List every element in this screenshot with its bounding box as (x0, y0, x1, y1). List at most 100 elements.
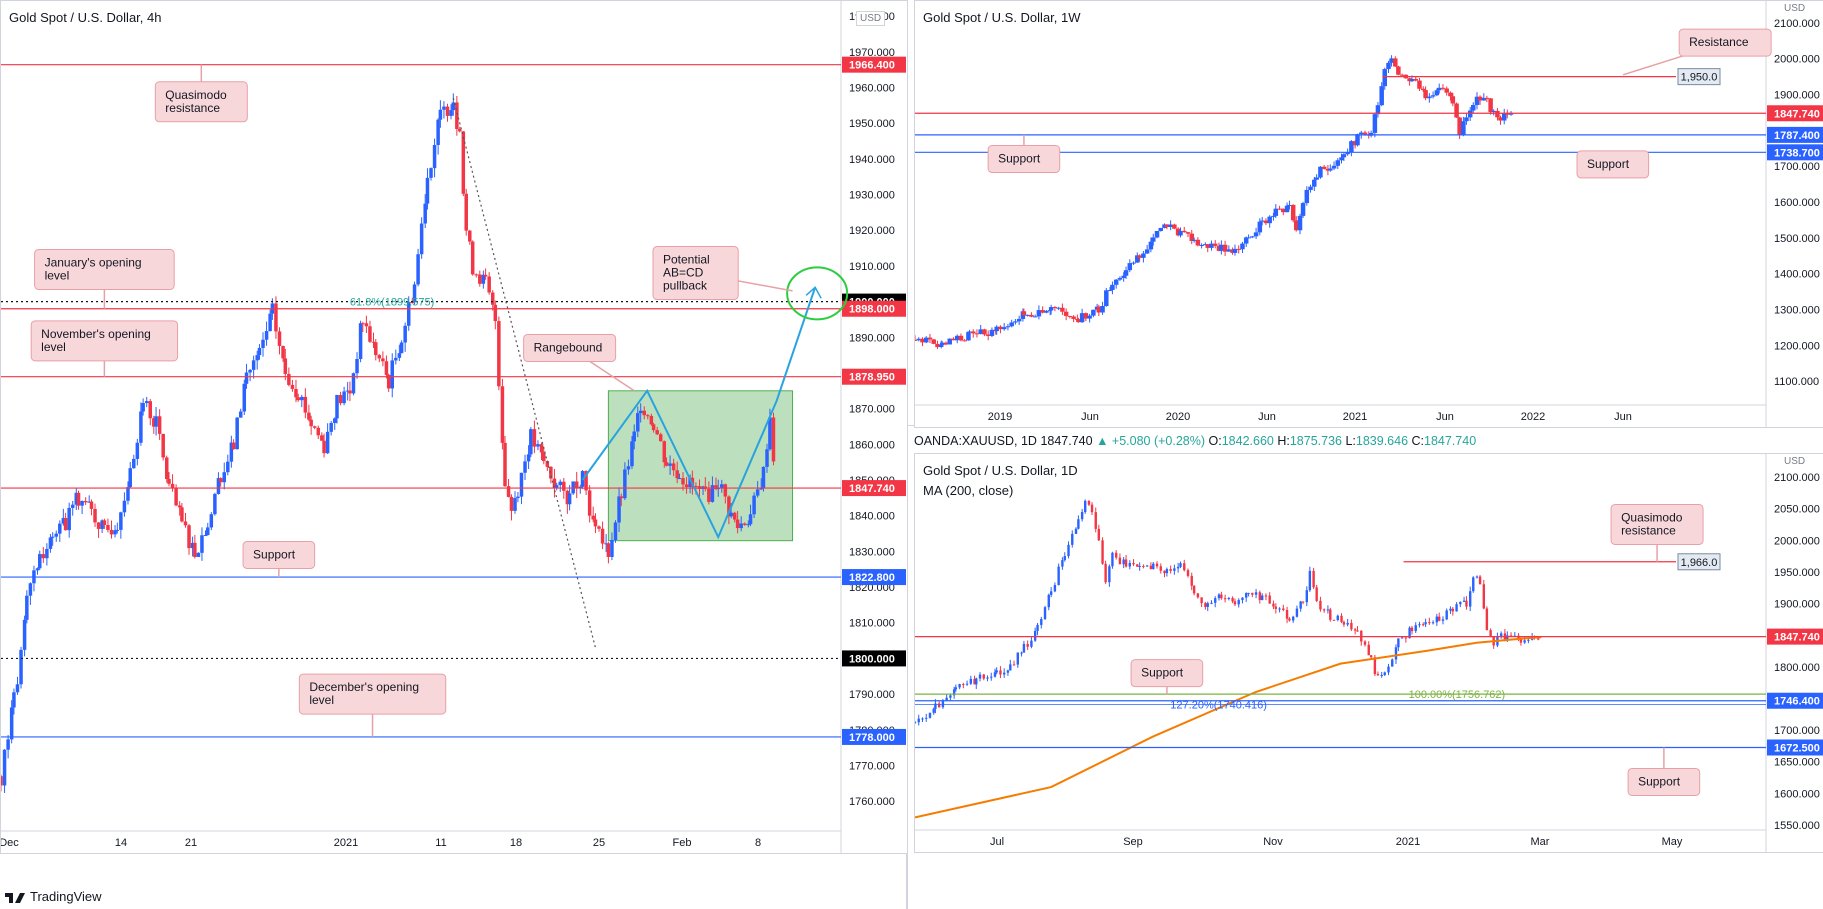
candle-body (958, 335, 964, 341)
candle-body (438, 109, 443, 120)
candle-body (962, 684, 965, 686)
y-tick-label: 1300.000 (1774, 304, 1820, 316)
candle-body (1450, 96, 1456, 104)
candle-body (985, 334, 991, 336)
candle-body (139, 411, 143, 443)
candle-body (1505, 113, 1510, 115)
level-value-label: 1847.740 (1774, 108, 1820, 120)
candle-body (470, 241, 475, 275)
chart-panel-4h[interactable]: 1980.0001970.0001960.0001950.0001940.000… (0, 0, 908, 854)
candle-body (748, 514, 753, 525)
candle-body (935, 343, 940, 348)
candle-body (180, 507, 184, 522)
candle-body (938, 344, 944, 348)
candle-body (1537, 638, 1540, 640)
candle-body (671, 463, 676, 471)
candle-body (1340, 615, 1343, 622)
callout-box (1678, 28, 1772, 57)
chart-daily-canvas[interactable]: 2100.000 2050.000 2000.000 1950.000 1900.000… (915, 454, 1823, 852)
candle-body (1264, 595, 1268, 597)
candle-body (1071, 533, 1074, 545)
callout-text: November's opening (41, 327, 151, 341)
candle-body (1227, 597, 1231, 599)
candle-body (1427, 96, 1432, 99)
chart-panel-weekly[interactable]: 2100.0002000.0001900.0001800.0001700.000… (914, 0, 1823, 428)
fib-label: 127.20%(1740.416) (1170, 700, 1267, 712)
callout-text: Support (998, 152, 1041, 166)
candle-body (1251, 592, 1254, 595)
candle-body (949, 695, 952, 698)
candle-body (1477, 96, 1483, 101)
candle-body (915, 339, 918, 341)
candle-body (384, 361, 389, 375)
candle-body (1040, 619, 1043, 625)
candle-body (739, 523, 743, 529)
candle-body (187, 525, 191, 549)
ma-indicator-label[interactable]: MA (200, close) (923, 483, 1014, 498)
candle-body (1273, 208, 1279, 216)
candle-body (1315, 587, 1318, 601)
candle-body (998, 326, 1003, 330)
x-tick-label: Jun (1258, 411, 1276, 423)
level-value-label: 1738.700 (1774, 147, 1820, 159)
candle-body (1257, 221, 1263, 233)
level-value-box (1767, 739, 1823, 756)
candle-body (63, 517, 68, 531)
candle-body (1067, 544, 1070, 557)
candle-body (662, 441, 667, 463)
candle-body (1172, 224, 1177, 229)
candle-body (916, 338, 921, 341)
candle-body (216, 478, 221, 494)
candle-body (610, 539, 614, 557)
candle-body (1016, 652, 1020, 665)
candle-body (587, 490, 592, 516)
candle-body (1182, 230, 1187, 233)
candle-body (937, 703, 941, 708)
projection-arrowhead (805, 286, 822, 299)
candle-body (432, 144, 437, 169)
candle-body (316, 427, 321, 436)
candle-body (552, 478, 557, 489)
callout-box (30, 320, 179, 362)
candle-body (1022, 643, 1026, 653)
candle-body (1408, 627, 1411, 639)
candle-body (1020, 311, 1026, 319)
x-tick-label: 18 (510, 837, 522, 849)
candle-body (174, 488, 178, 506)
tradingview-logo[interactable]: TradingView (4, 889, 102, 904)
candle-body (735, 519, 740, 529)
candle-body (1342, 621, 1346, 625)
candle-body (1261, 595, 1264, 601)
symbol-label[interactable]: OANDA:XAUUSD, 1D (914, 434, 1037, 448)
chart-title-daily: Gold Spot / U.S. Dollar, 1D (923, 463, 1078, 478)
currency-label-weekly[interactable]: USD (1781, 2, 1809, 15)
chart-panel-daily[interactable]: 2100.000 2050.000 2000.000 1950.000 1900.000… (914, 453, 1823, 853)
candle-body (1044, 310, 1049, 313)
y-tick-label: 2000.000 (1774, 54, 1820, 66)
candle-body (1501, 113, 1507, 121)
level-value-label: 1800.000 (849, 653, 895, 665)
candle-body (283, 358, 288, 374)
chart-4h-canvas[interactable]: 1980.0001970.0001960.0001950.0001940.000… (1, 1, 907, 853)
candle-body (74, 492, 79, 505)
candle-body (1087, 500, 1091, 505)
y-tick-label: 2050.000 (1774, 504, 1820, 516)
chart-weekly-canvas[interactable]: 2100.0002000.0001900.0001800.0001700.000… (915, 1, 1823, 427)
candle-body (261, 339, 265, 348)
currency-label-daily[interactable]: USD (1781, 455, 1809, 468)
candle-body (222, 472, 226, 483)
candle-body (167, 479, 171, 484)
fib-label: 100.00%(1756.762) (1409, 689, 1506, 701)
candle-body (619, 496, 624, 499)
level-value-label: 1,966.0 (1681, 557, 1718, 569)
candle-body (1301, 601, 1305, 603)
candle-body (1436, 87, 1442, 91)
callout-text: Support (253, 547, 296, 561)
y-tick-label: 1970.000 (849, 47, 895, 59)
level-value-label: 1,950.0 (1681, 72, 1718, 84)
candle-body (322, 440, 326, 454)
candle-body (1478, 576, 1482, 585)
currency-label-4h[interactable]: USD (856, 11, 886, 26)
candle-body (132, 458, 136, 469)
candle-body (720, 484, 724, 488)
